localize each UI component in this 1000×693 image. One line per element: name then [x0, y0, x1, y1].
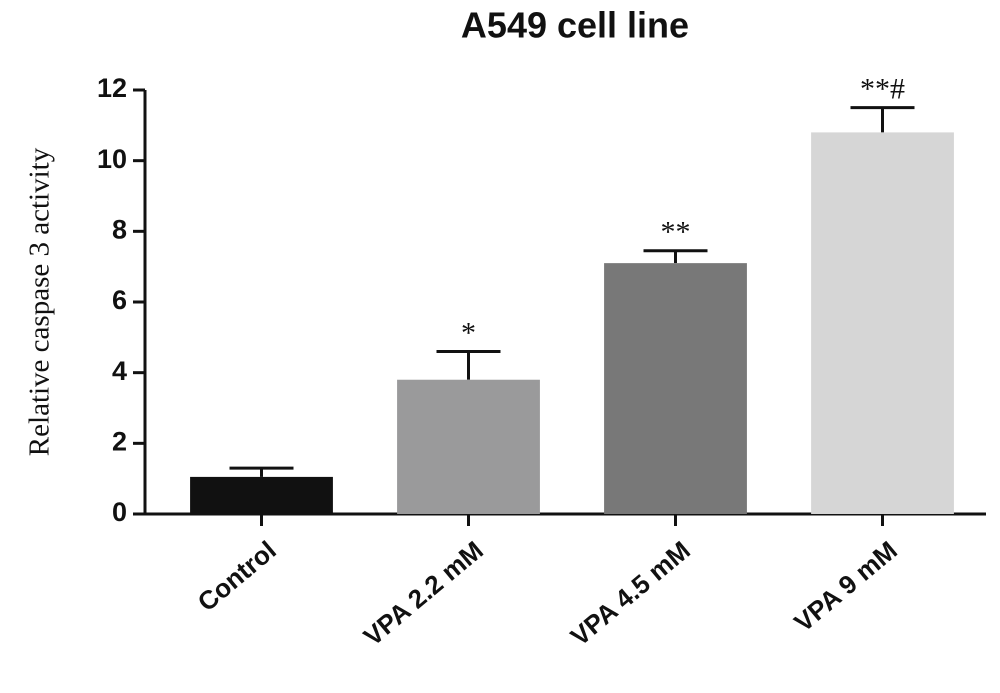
y-tick-label: 4 — [112, 356, 127, 386]
y-tick-label: 10 — [97, 144, 127, 174]
y-tick-label: 12 — [97, 73, 127, 103]
chart-title: A549 cell line — [461, 5, 689, 46]
annotation: **# — [860, 73, 905, 106]
x-tick-label: VPA 2.2 mM — [358, 535, 489, 652]
bar — [190, 476, 333, 514]
y-tick-label: 8 — [112, 214, 127, 244]
x-tick-label: VPA 4.5 mM — [565, 535, 696, 652]
x-tick-label: Control — [192, 535, 282, 617]
y-tick-label: 6 — [112, 285, 127, 315]
y-tick-label: 0 — [112, 497, 127, 527]
annotation: ** — [661, 216, 691, 249]
bar — [604, 263, 747, 514]
annotation: * — [461, 316, 476, 349]
y-tick-label: 2 — [112, 426, 127, 456]
bar — [397, 379, 540, 514]
bar — [811, 132, 954, 514]
y-axis-label: Relative caspase 3 activity — [24, 147, 56, 456]
x-tick-label: VPA 9 mM — [788, 535, 902, 638]
